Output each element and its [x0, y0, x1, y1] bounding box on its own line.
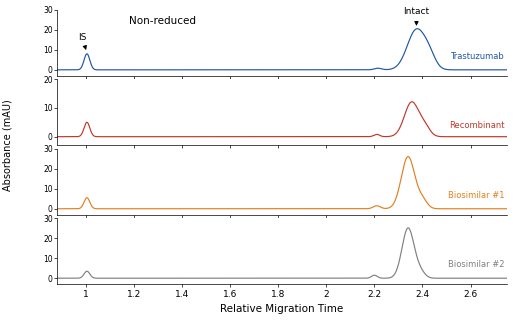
X-axis label: Relative Migration Time: Relative Migration Time — [220, 304, 343, 314]
Text: Absorbance (mAU): Absorbance (mAU) — [3, 99, 12, 191]
Text: Trastuzumab: Trastuzumab — [450, 52, 504, 61]
Text: Biosimilar #2: Biosimilar #2 — [448, 260, 504, 269]
Text: Biosimilar #1: Biosimilar #1 — [448, 191, 504, 200]
Text: Intact: Intact — [403, 7, 430, 25]
Text: IS: IS — [78, 33, 86, 49]
Text: Non-reduced: Non-reduced — [129, 16, 196, 26]
Text: Recombinant: Recombinant — [449, 121, 504, 130]
